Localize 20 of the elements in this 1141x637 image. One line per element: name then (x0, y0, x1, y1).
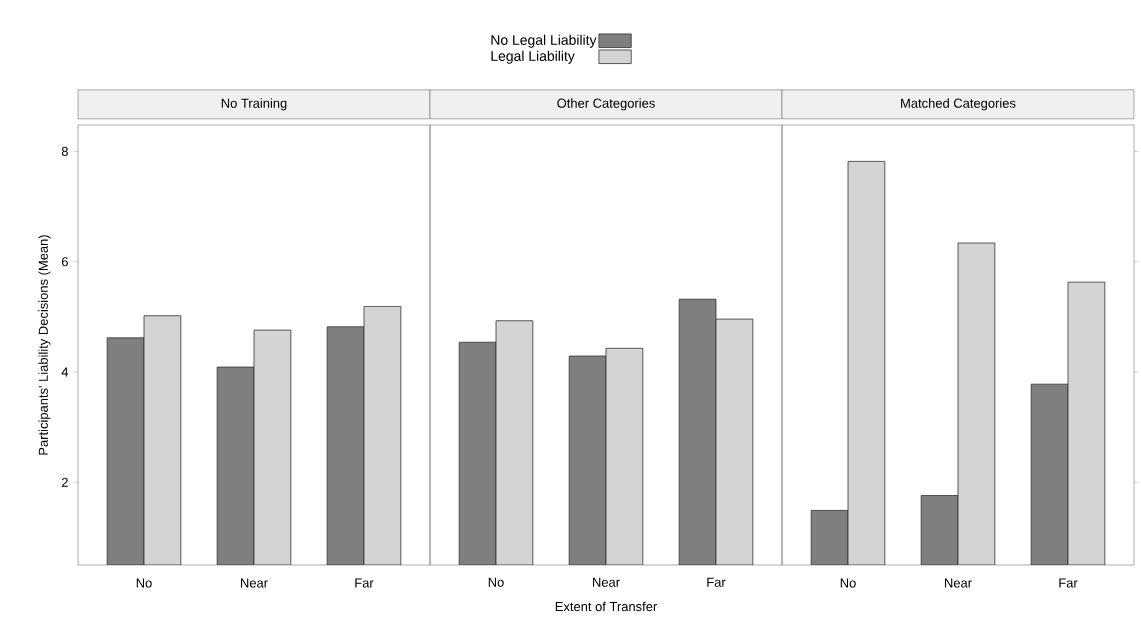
x-tick-label: Far (355, 578, 374, 588)
x-tick-label: No (488, 577, 504, 587)
y-axis-title: Participants' Liability Decisions (Mean) (38, 235, 51, 455)
y-tick-label: 4 (61, 367, 69, 377)
y-tick-label: 2 (61, 477, 68, 487)
legend-label: Legal Liability (491, 50, 575, 64)
chart-title: No Training (221, 98, 287, 111)
x-tick-label: No (136, 578, 152, 588)
chart-title: Matched Categories (901, 98, 1016, 111)
x-tick-label: Near (593, 577, 620, 587)
x-tick-label: Near (945, 578, 972, 588)
x-tick-label: No (840, 578, 856, 588)
y-tick-label: 8 (61, 146, 68, 157)
x-tick-label: Far (707, 577, 726, 587)
y-tick-label: 6 (61, 257, 68, 267)
x-tick-label: Far (1059, 578, 1078, 588)
x-axis-title: Extent of Transfer (555, 601, 658, 612)
x-tick-label: Near (241, 578, 268, 588)
chart-title: Other Categories (557, 98, 655, 111)
legend-label: No Legal Liability (491, 34, 597, 48)
